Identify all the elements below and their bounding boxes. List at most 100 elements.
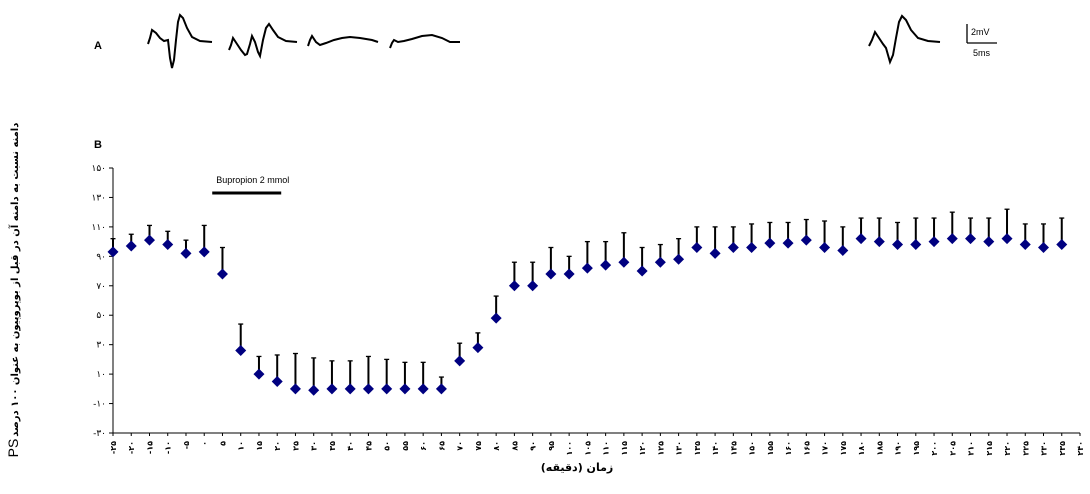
x-tick-label: ۸۵ <box>510 441 519 451</box>
x-tick-label: ۱۴۵ <box>729 441 738 456</box>
x-tick-label: ۵۵ <box>401 441 410 451</box>
data-point <box>727 242 739 253</box>
data-point <box>837 244 849 256</box>
data-point <box>472 342 484 354</box>
data-point <box>1056 239 1068 251</box>
data-point <box>308 384 320 396</box>
x-tick-label: ۲۱۰ <box>967 441 976 456</box>
data-point <box>563 268 575 280</box>
x-tick-label: ۱۵ <box>255 441 264 451</box>
ps-trace-bupropion-early <box>228 22 298 60</box>
x-tick-label: ۱۳۵ <box>693 441 702 456</box>
y-tick-label: ۳۰ <box>96 341 106 351</box>
x-tick-label: ۵۰ <box>383 441 392 451</box>
x-tick-label: ۸۰ <box>492 441 501 451</box>
x-tick-label: -۱۰ <box>164 441 173 454</box>
x-tick-label: ۱۱۵ <box>620 441 629 456</box>
x-tick-label: ۱۴۰ <box>711 441 720 456</box>
x-tick-label: ۵ <box>218 441 227 446</box>
scale-bar-time: 5ms <box>973 48 991 58</box>
data-point <box>125 240 137 252</box>
ps-trace-washout-blocked <box>389 33 460 49</box>
data-point <box>508 280 520 292</box>
y-axis-title: PS دامنه نسبت به دامنه آن در قبل از بوپرو… <box>5 123 21 458</box>
data-point <box>180 247 192 259</box>
x-tick-label: ۱۷۰ <box>821 441 830 456</box>
data-point <box>1038 242 1050 253</box>
x-tick-label: -۱۵ <box>145 441 154 454</box>
data-point <box>746 242 758 253</box>
x-tick-label: ۲۵ <box>291 441 300 451</box>
data-point <box>654 256 666 268</box>
data-point <box>143 234 155 246</box>
data-point <box>198 246 210 258</box>
data-point <box>819 242 831 253</box>
x-tick-label: ۱۰ <box>237 441 246 451</box>
data-point <box>800 234 812 246</box>
x-tick-label: ۶۵ <box>437 441 446 451</box>
data-point <box>362 383 374 395</box>
x-tick-label: ۱۰۰ <box>565 441 574 456</box>
scale-bar: 2mV 5ms <box>966 24 997 58</box>
x-tick-label: ۲۳۰ <box>1040 441 1049 456</box>
data-point <box>946 233 958 245</box>
x-tick-label: ۷۰ <box>456 441 465 451</box>
y-axis-title-ps: PS <box>5 439 21 458</box>
x-tick-label: ۱۲۰ <box>638 441 647 456</box>
y-tick-label: -۳۰ <box>93 429 106 439</box>
x-tick-label: ۲۳۵ <box>1058 441 1067 456</box>
plot-area: -۳۰ -۱۰ ۱۰ ۳۰ ۵۰ ۷۰ ۹۰ ۱۱۰ ۱۳۰ ۱۵۰ -۲۵ -۲۰ -۱۵ -۱۰ -۵ ۰… <box>91 164 1085 456</box>
x-tick-label: -۲۰ <box>127 441 136 454</box>
x-tick-label: ۰ <box>200 441 209 446</box>
data-point <box>600 259 612 271</box>
x-tick-label: ۱۳۰ <box>675 441 684 456</box>
data-point <box>618 256 630 268</box>
data-point <box>1019 239 1031 251</box>
data-point <box>928 236 940 248</box>
x-tick-label: ۱۸۵ <box>875 441 884 456</box>
x-tick-label: ۱۵۰ <box>748 441 757 456</box>
data-point <box>454 355 466 367</box>
x-tick-label: ۲۲۵ <box>1021 441 1030 456</box>
data-point <box>873 236 885 248</box>
x-tick-label: ۴۵ <box>364 441 373 451</box>
x-tick-label: ۲۰ <box>273 441 282 451</box>
ps-trace-recovery <box>868 14 941 65</box>
x-tick-label: ۱۵۵ <box>766 441 775 456</box>
x-tick-label: ۲۰۰ <box>930 441 939 456</box>
x-tick-label: ۲۴۰ <box>1076 441 1085 456</box>
y-tick-label: ۱۱۰ <box>91 223 106 233</box>
data-point <box>344 383 356 395</box>
data-point <box>965 233 977 245</box>
data-point <box>782 237 794 249</box>
data-point <box>381 383 393 395</box>
x-tick-label: ۲۱۵ <box>985 441 994 456</box>
x-tick-label: ۹۵ <box>547 441 556 451</box>
data-point <box>490 312 502 324</box>
data-point <box>417 383 429 395</box>
data-point <box>253 368 265 380</box>
x-tick-label: ۱۸۰ <box>857 441 866 456</box>
x-tick-label: ۱۱۰ <box>602 441 611 456</box>
ps-trace-bupropion-late <box>307 34 379 47</box>
x-tick-label: -۲۵ <box>109 441 118 454</box>
data-point <box>399 383 411 395</box>
data-point <box>289 383 301 395</box>
x-tick-label: ۲۲۰ <box>1003 441 1012 456</box>
data-point <box>435 383 447 395</box>
x-tick-label: ۱۷۵ <box>839 441 848 456</box>
x-tick-label: ۹۰ <box>529 441 538 451</box>
data-point <box>162 239 174 251</box>
y-tick-label: ۵۰ <box>96 311 106 321</box>
scale-bar-amplitude: 2mV <box>971 27 990 37</box>
x-tick-label: ۱۹۰ <box>894 441 903 456</box>
x-tick-label: ۳۰ <box>310 441 319 451</box>
data-point <box>910 239 922 251</box>
data-point <box>709 247 721 259</box>
panel-b-label: B <box>94 139 102 151</box>
panel-a-label: A <box>94 40 102 52</box>
drug-annotation-label: Bupropion 2 mmol <box>216 175 289 185</box>
x-tick-label: ۱۹۵ <box>912 441 921 456</box>
y-axis-title-text: دامنه نسبت به دامنه آن در قبل از بوپروپی… <box>8 123 21 437</box>
